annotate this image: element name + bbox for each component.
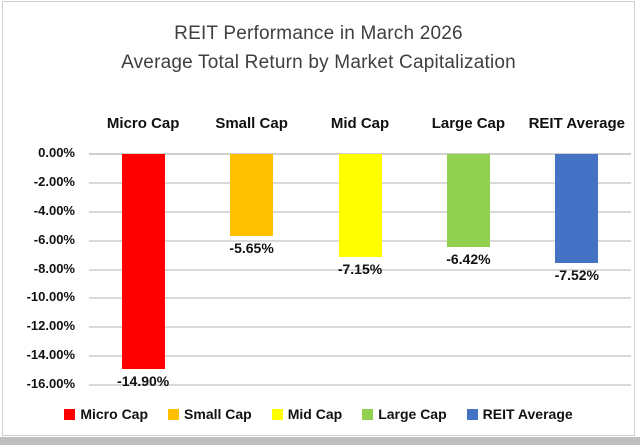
gridline [89, 355, 631, 358]
bar-value-label: -5.65% [229, 239, 274, 256]
y-axis-tick-label: -8.00% [33, 260, 75, 276]
y-axis-tick-label: -4.00% [33, 202, 75, 218]
chart-title-line1: REIT Performance in March 2026 [174, 23, 463, 44]
category-label-large-cap: Large Cap [431, 115, 506, 132]
category-label-mid-cap: Mid Cap [330, 115, 390, 132]
legend: Micro Cap Small Cap Mid Cap Large Cap REIT A… [3, 406, 634, 422]
bar-large-cap [446, 154, 490, 247]
legend-label: Mid Cap [287, 406, 343, 422]
y-axis-tick-label: -6.00% [33, 231, 75, 247]
category-label-reit-average: REIT Average [528, 115, 626, 132]
y-axis-tick-label: -10.00% [26, 289, 75, 305]
category-label-micro-cap: Micro Cap [106, 115, 180, 132]
gridline [89, 384, 631, 386]
bar-small-cap [230, 154, 274, 236]
legend-label: Small Cap [184, 406, 252, 422]
legend-item-micro-cap: Micro Cap [64, 406, 148, 422]
legend-item-large-cap: Large Cap [362, 406, 447, 422]
chart-title: REIT Performance in March 2026 Average T… [3, 19, 634, 77]
legend-item-small-cap: Small Cap [168, 406, 252, 422]
bar-value-label: -6.42% [446, 250, 491, 267]
gridline [89, 326, 631, 329]
bar-value-label: -7.15% [337, 261, 383, 278]
legend-item-reit-average: REIT Average [466, 406, 573, 422]
chart-title-line2: Average Total Return by Market Capitaliz… [121, 52, 516, 73]
y-axis-tick-label: -14.00% [26, 347, 75, 363]
page-background-strip [0, 437, 640, 445]
legend-swatch-icon [362, 408, 374, 420]
gridline [89, 297, 631, 300]
legend-label: REIT Average [482, 406, 573, 422]
bar-value-label: -14.90% [117, 373, 170, 390]
legend-label: Micro Cap [80, 406, 149, 422]
bar-reit-average [555, 154, 599, 263]
legend-swatch-icon [466, 408, 478, 420]
legend-swatch-icon [168, 408, 180, 420]
y-axis-tick-label: -12.00% [26, 318, 75, 334]
legend-item-mid-cap: Mid Cap [271, 406, 343, 422]
legend-label: Large Cap [378, 406, 447, 422]
bar-mid-cap [338, 154, 382, 258]
gridline [89, 268, 631, 271]
y-axis-tick-label: -2.00% [33, 173, 75, 189]
chart-area: REIT Performance in March 2026 Average T… [2, 1, 635, 436]
y-axis-tick-label: -16.00% [26, 376, 75, 391]
y-axis-tick-label: 0.00% [38, 145, 75, 160]
bar-micro-cap [121, 154, 165, 370]
legend-swatch-icon [271, 408, 283, 420]
category-label-small-cap: Small Cap [215, 115, 288, 132]
legend-swatch-icon [64, 408, 76, 420]
bar-value-label: -7.52% [554, 266, 599, 283]
